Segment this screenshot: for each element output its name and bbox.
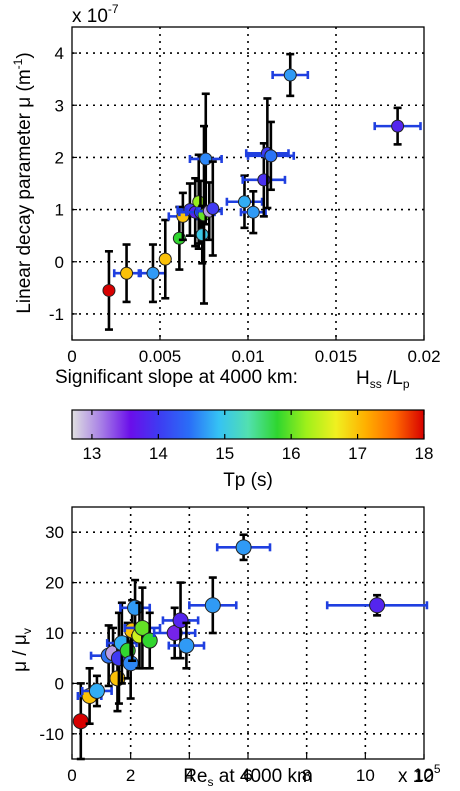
top-xtick-label: 0.005 xyxy=(139,347,182,366)
bottom-data-point xyxy=(325,593,429,617)
top-y-axis-label: Linear decay parameter μ (m-1) xyxy=(11,52,35,313)
colorbar-tick-label: 13 xyxy=(82,444,101,463)
top-xtick-label: 0.015 xyxy=(315,347,358,366)
bottom-plot: 0 2 4 6 8 10 12 -10 0 10 20 30 μ / μv Res at 4000 … xyxy=(10,506,441,789)
bottom-xtick-label: 2 xyxy=(126,766,135,785)
top-data-point xyxy=(167,191,199,242)
colorbar-label: Tp (s) xyxy=(223,470,273,491)
top-data-point xyxy=(271,52,310,98)
top-marker xyxy=(120,266,134,280)
bottom-ytick-label: -10 xyxy=(39,725,64,744)
top-marker xyxy=(237,195,251,209)
bottom-x-axis-label: Res at 4000 km xyxy=(183,766,313,789)
top-data-point xyxy=(239,190,267,235)
top-data-point xyxy=(225,174,264,230)
top-plot-xticks: 0 0.005 0.01 0.015 0.02 xyxy=(67,335,441,366)
top-marker xyxy=(102,283,116,297)
bottom-plot-points xyxy=(72,533,429,761)
top-ytick-label: 0 xyxy=(55,253,64,272)
top-data-point xyxy=(373,106,422,146)
top-xtick-label: 0.01 xyxy=(231,347,264,366)
bottom-data-point xyxy=(188,576,238,635)
top-ytick-label: 2 xyxy=(55,148,64,167)
bottom-xtick-label: 10 xyxy=(356,766,375,785)
bottom-ytick-label: 10 xyxy=(45,624,64,643)
top-x-axis-label-fraction: Hss /Lp xyxy=(356,368,410,391)
top-data-point xyxy=(158,218,172,300)
bottom-ytick-label: 20 xyxy=(45,574,64,593)
colorbar-ticks: 13 14 15 16 17 18 xyxy=(82,410,433,463)
bottom-marker xyxy=(369,597,386,614)
top-data-point xyxy=(206,160,220,257)
top-marker xyxy=(199,152,213,166)
top-marker xyxy=(158,252,172,266)
bottom-data-point xyxy=(80,674,113,708)
top-marker xyxy=(391,119,405,133)
top-data-point xyxy=(112,243,141,304)
top-ytick-label: -1 xyxy=(49,305,64,324)
top-y-multiplier: x 10-7 xyxy=(72,2,119,27)
bottom-xtick-label: 0 xyxy=(67,766,76,785)
top-data-point xyxy=(246,120,296,192)
bottom-data-point xyxy=(167,621,206,670)
colorbar-tick-label: 15 xyxy=(215,444,234,463)
top-ytick-label: 3 xyxy=(55,96,64,115)
colorbar-tick-label: 17 xyxy=(348,444,367,463)
bottom-ytick-label: 30 xyxy=(45,523,64,542)
bottom-x-multiplier: x 105 xyxy=(398,762,441,787)
top-data-point xyxy=(139,243,167,304)
top-marker xyxy=(283,68,297,82)
bottom-plot-xticks: 0 2 4 6 8 10 12 xyxy=(67,754,433,785)
bottom-marker xyxy=(88,682,105,699)
top-marker xyxy=(206,202,220,216)
bottom-marker xyxy=(235,539,252,556)
top-ytick-label: 4 xyxy=(55,44,64,63)
bottom-xtick-label: 4 xyxy=(185,766,194,785)
top-data-point xyxy=(102,250,116,331)
colorbar-tick-label: 16 xyxy=(282,444,301,463)
colorbar-tick-label: 18 xyxy=(415,444,434,463)
bottom-xtick-label: 6 xyxy=(243,766,252,785)
top-marker xyxy=(264,149,278,163)
top-x-axis-label-main: Significant slope at 4000 km: xyxy=(55,367,298,388)
top-plot-points xyxy=(102,52,422,331)
bottom-ytick-label: 0 xyxy=(55,674,64,693)
bottom-y-axis-label: μ / μv xyxy=(10,628,34,672)
colorbar-strip xyxy=(71,409,425,440)
top-plot: 0 0.005 0.01 0.015 0.02 -1 0 1 2 3 4 x 10-7 Linea… xyxy=(11,2,441,391)
bottom-data-point xyxy=(215,533,272,562)
bottom-marker xyxy=(72,713,89,730)
top-plot-yticks: -1 0 1 2 3 4 xyxy=(49,44,77,324)
colorbar-tick-label: 14 xyxy=(149,444,168,463)
bottom-plot-yticks: -10 0 10 20 30 xyxy=(39,523,77,744)
top-plot-grid xyxy=(72,27,424,340)
colorbar: 13 14 15 16 17 18 Tp (s) xyxy=(71,409,433,491)
bottom-marker xyxy=(204,597,221,614)
top-marker xyxy=(146,266,160,280)
top-x-axis-label: Significant slope at 4000 km: Hss /Lp xyxy=(55,367,410,391)
top-marker xyxy=(246,205,260,219)
top-xtick-label: 0.02 xyxy=(407,347,440,366)
bottom-xtick-label: 8 xyxy=(302,766,311,785)
top-xtick-label: 0 xyxy=(67,347,76,366)
top-ytick-label: 1 xyxy=(55,201,64,220)
bottom-xtick-label: 12 xyxy=(415,766,434,785)
bottom-marker xyxy=(178,637,195,654)
